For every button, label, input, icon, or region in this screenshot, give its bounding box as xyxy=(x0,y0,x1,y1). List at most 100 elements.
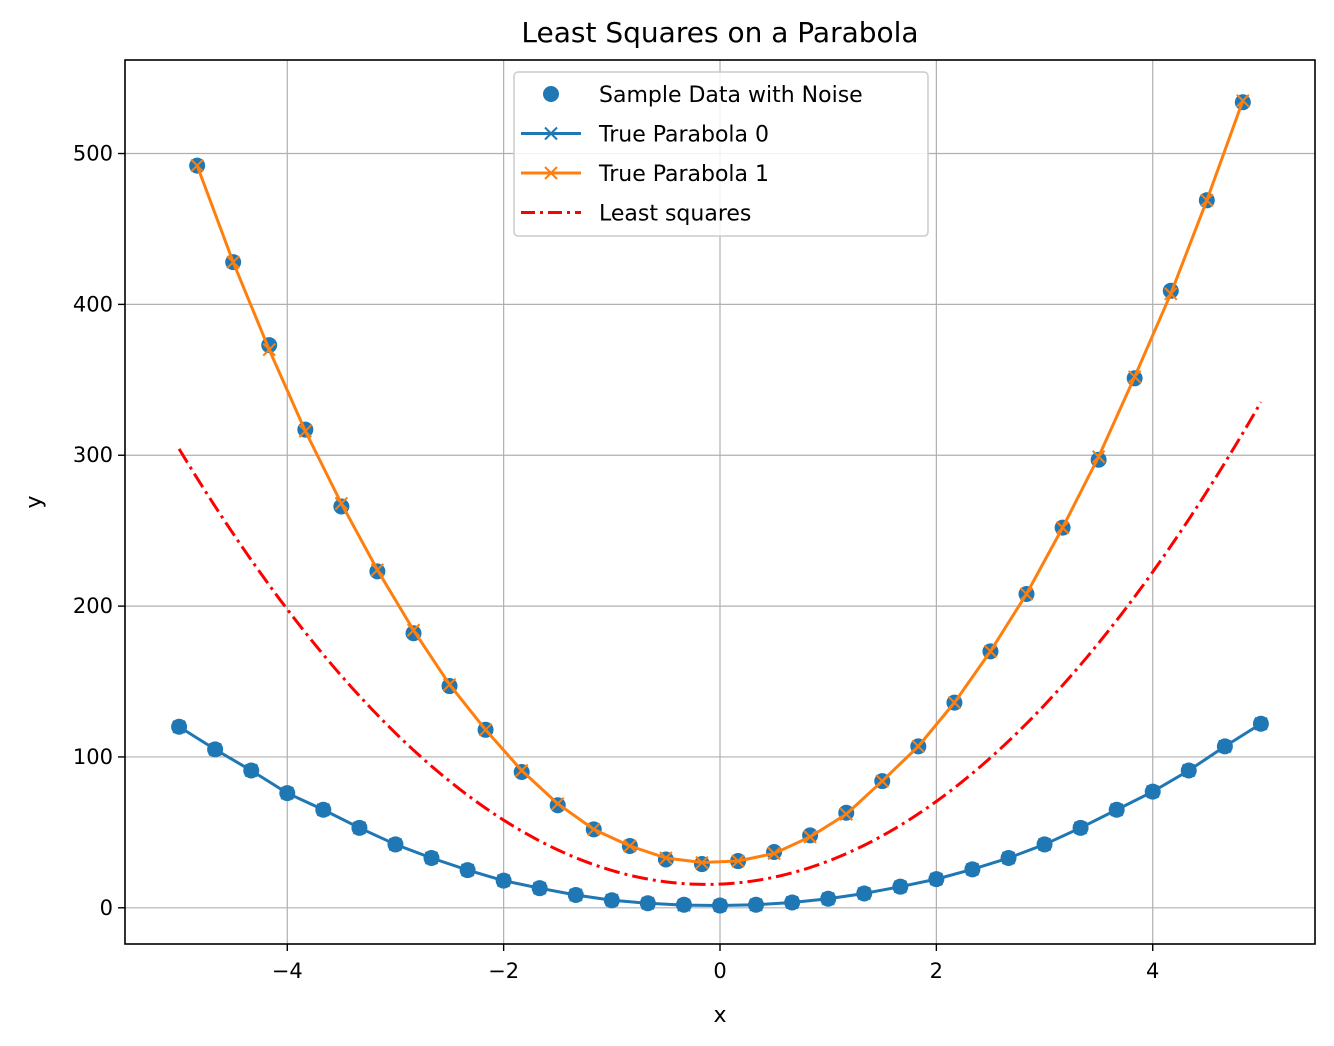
series-true-parabola-1-marker-stroke-b xyxy=(551,796,565,811)
series-true-parabola-0-marker-stroke-b xyxy=(713,898,727,913)
series-true-parabola-1-marker xyxy=(1019,587,1034,601)
series-true-parabola-0-marker xyxy=(388,837,403,852)
series-true-parabola-1-marker xyxy=(1200,193,1214,208)
series-true-parabola-1-marker-stroke-b xyxy=(442,677,457,692)
series-true-parabola-1-marker-stroke-b xyxy=(262,342,276,357)
series-true-parabola-0-marker-stroke-b xyxy=(1254,717,1268,731)
series-true-parabola-1-marker-stroke-b xyxy=(803,830,817,844)
series-true-parabola-1-marker xyxy=(767,846,781,861)
plot-area xyxy=(171,94,1269,914)
chart-title: Least Squares on a Parabola xyxy=(521,16,918,49)
series-true-parabola-1-marker xyxy=(478,723,493,737)
series-true-parabola-0-marker-stroke-b xyxy=(1037,837,1052,852)
series-true-parabola-0-marker xyxy=(641,896,655,910)
series-true-parabola-0-marker-stroke-b xyxy=(1073,821,1088,835)
series-true-parabola-1-marker xyxy=(1164,287,1178,301)
series-true-parabola-1-marker xyxy=(1127,370,1142,384)
series-true-parabola-1-marker-stroke-b xyxy=(695,855,709,870)
series-true-parabola-0-marker xyxy=(244,763,258,778)
x-tick-label: 4 xyxy=(1146,959,1159,983)
series-true-parabola-1-marker xyxy=(442,677,457,692)
series-true-parabola-1-marker xyxy=(262,342,276,357)
series-true-parabola-1-marker xyxy=(1091,450,1106,464)
series-true-parabola-0-marker xyxy=(1254,717,1268,731)
series-true-parabola-0-marker xyxy=(1109,803,1124,817)
series-true-parabola-1-marker xyxy=(695,855,709,870)
series-true-parabola-1-marker xyxy=(659,851,673,865)
series-true-parabola-1-marker-stroke-b xyxy=(767,846,781,861)
series-true-parabola-1-marker-stroke-b xyxy=(1200,193,1214,208)
series-true-parabola-0-marker-stroke-b xyxy=(532,881,547,895)
series-true-parabola-1-marker xyxy=(334,496,349,511)
legend-swatch-x-marker-stroke-b xyxy=(544,166,558,180)
series-true-parabola-0-marker-stroke-b xyxy=(965,862,980,877)
series-true-parabola-1-marker-stroke-b xyxy=(334,496,349,511)
series-true-parabola-1-marker xyxy=(839,807,853,821)
series-true-parabola-0-marker-stroke-b xyxy=(569,888,583,902)
series-true-parabola-1-marker-stroke-b xyxy=(1127,370,1142,384)
series-true-parabola-1-marker-stroke-b xyxy=(298,424,313,438)
x-tick-label: −4 xyxy=(272,959,303,983)
series-true-parabola-1-marker xyxy=(514,763,529,778)
series-true-parabola-0-marker-stroke-b xyxy=(929,872,944,886)
series-true-parabola-0-marker xyxy=(965,862,980,877)
series-true-parabola-0-marker xyxy=(1001,851,1016,865)
series-true-parabola-1-marker-stroke-b xyxy=(587,822,601,837)
series-true-parabola-0-marker-stroke-b xyxy=(641,896,655,910)
series-true-parabola-1-marker-stroke-b xyxy=(514,763,529,778)
series-true-parabola-0-marker xyxy=(208,742,222,757)
series-true-parabola-0-marker-stroke-b xyxy=(244,763,258,778)
series-true-parabola-0-marker xyxy=(1182,763,1196,778)
series-true-parabola-0-marker xyxy=(821,892,835,906)
legend-label: True Parabola 0 xyxy=(598,123,769,148)
series-true-parabola-1-marker xyxy=(190,158,204,173)
series-true-parabola-0-marker xyxy=(1218,739,1232,754)
series-true-parabola-0-marker-stroke-b xyxy=(749,898,763,912)
series-true-parabola-1-marker-stroke-b xyxy=(659,851,673,865)
series-true-parabola-1-marker xyxy=(226,255,240,269)
series-true-parabola-1-marker-stroke-b xyxy=(839,807,853,821)
series-true-parabola-0-marker xyxy=(1146,784,1160,799)
y-tick-label: 100 xyxy=(73,745,113,769)
series-true-parabola-1-marker xyxy=(803,830,817,844)
legend-label: Least squares xyxy=(599,202,751,227)
series-true-parabola-0-marker xyxy=(1037,837,1052,852)
series-true-parabola-0-marker xyxy=(893,879,908,894)
series-true-parabola-0-marker xyxy=(677,898,691,912)
series-true-parabola-0-marker xyxy=(532,881,547,895)
series-true-parabola-0-marker xyxy=(1073,821,1088,835)
series-true-parabola-0-marker-stroke-b xyxy=(496,873,511,888)
series-true-parabola-0-marker-stroke-b xyxy=(388,837,403,852)
x-tick-label: 0 xyxy=(713,959,726,983)
series-true-parabola-0-marker-stroke-b xyxy=(677,898,691,912)
series-true-parabola-1-marker xyxy=(911,739,926,754)
series-true-parabola-0-marker-stroke-b xyxy=(208,742,222,757)
series-true-parabola-1-marker-stroke-b xyxy=(947,695,962,710)
series-true-parabola-1-marker-stroke-b xyxy=(623,839,637,853)
series-true-parabola-0-marker-stroke-b xyxy=(1109,803,1124,817)
legend-swatch-x-marker xyxy=(544,126,558,141)
legend-label: Sample Data with Noise xyxy=(599,83,863,108)
legend-swatch-x-marker xyxy=(544,166,558,180)
series-true-parabola-1-marker-stroke-b xyxy=(1236,94,1250,108)
series-true-parabola-0-marker-stroke-b xyxy=(1146,784,1160,799)
series-true-parabola-1-marker-stroke-b xyxy=(1164,287,1178,301)
series-true-parabola-0-marker xyxy=(352,821,367,835)
legend-swatch-scatter xyxy=(543,86,559,102)
series-true-parabola-1-marker xyxy=(875,774,889,788)
series-true-parabola-0-marker xyxy=(172,720,186,734)
series-true-parabola-0-marker xyxy=(713,898,727,913)
series-true-parabola-1-marker xyxy=(551,796,565,811)
series-true-parabola-0-marker xyxy=(460,863,475,877)
series-true-parabola-1-marker xyxy=(370,563,385,577)
series-true-parabola-0-marker-stroke-b xyxy=(1218,739,1232,754)
series-true-parabola-1-marker xyxy=(1055,520,1070,535)
series-true-parabola-1-marker xyxy=(731,854,745,868)
y-tick-label: 400 xyxy=(73,292,113,316)
scatter-point xyxy=(693,856,710,873)
series-true-parabola-1-marker-stroke-b xyxy=(875,774,889,788)
series-true-parabola-0-marker xyxy=(280,786,294,800)
series-true-parabola-1-marker-stroke-b xyxy=(1055,520,1070,535)
series-true-parabola-1-marker xyxy=(983,644,998,659)
